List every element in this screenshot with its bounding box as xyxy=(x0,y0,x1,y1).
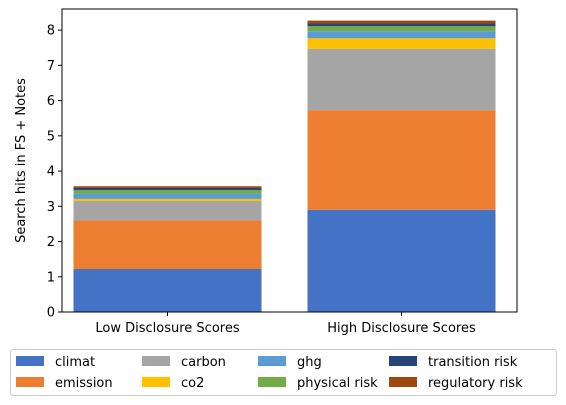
y-tick-label: 8 xyxy=(47,24,55,39)
legend: climat emission carbon co2 ghg physical risk t… xyxy=(11,350,557,396)
legend-label-climat: climat xyxy=(55,355,95,370)
legend-swatch-transition-risk xyxy=(389,356,417,366)
legend-label-emission: emission xyxy=(55,376,113,391)
legend-label-regulatory-risk: regulatory risk xyxy=(428,376,523,391)
bar-emission-1 xyxy=(308,110,496,210)
x-axis: Low Disclosure Scores High Disclosure Sco… xyxy=(95,312,476,336)
x-tick-label: Low Disclosure Scores xyxy=(95,321,239,336)
y-tick-label: 5 xyxy=(47,129,55,144)
bar-ghg-1 xyxy=(308,31,496,38)
y-tick-label: 6 xyxy=(47,94,55,109)
y-tick-label: 0 xyxy=(47,306,55,321)
bar-climat-0 xyxy=(74,269,262,312)
legend-swatch-climat xyxy=(16,356,44,366)
y-tick-label: 7 xyxy=(47,59,55,74)
legend-label-physical-risk: physical risk xyxy=(297,376,378,391)
legend-swatch-ghg xyxy=(258,356,286,366)
bar-transition-risk-0 xyxy=(74,188,262,190)
legend-label-carbon: carbon xyxy=(181,355,226,370)
legend-label-co2: co2 xyxy=(181,376,204,391)
legend-label-ghg: ghg xyxy=(297,355,322,370)
bar-carbon-1 xyxy=(308,49,496,110)
y-tick-label: 4 xyxy=(47,165,55,180)
bar-carbon-0 xyxy=(74,201,262,220)
y-axis: 0 1 2 3 4 5 6 7 8 xyxy=(47,24,62,321)
bar-ghg-0 xyxy=(74,194,262,199)
bar-regulatory-risk-0 xyxy=(74,186,262,188)
bar-physical-risk-1 xyxy=(308,26,496,31)
bars-layer xyxy=(74,21,496,312)
y-tick-label: 2 xyxy=(47,235,55,250)
y-axis-label: Search hits in FS + Notes xyxy=(14,78,29,243)
y-tick-label: 3 xyxy=(47,200,55,215)
y-tick-label: 1 xyxy=(47,270,55,285)
bar-climat-1 xyxy=(308,210,496,312)
legend-swatch-co2 xyxy=(142,377,170,387)
legend-swatch-regulatory-risk xyxy=(389,377,417,387)
legend-swatch-physical-risk xyxy=(258,377,286,387)
legend-swatch-emission xyxy=(16,377,44,387)
legend-swatch-carbon xyxy=(142,356,170,366)
bar-transition-risk-1 xyxy=(308,23,496,26)
legend-label-transition-risk: transition risk xyxy=(428,355,518,370)
bar-emission-0 xyxy=(74,220,262,269)
x-tick-label: High Disclosure Scores xyxy=(327,321,476,336)
bar-regulatory-risk-1 xyxy=(308,21,496,24)
bar-co2-0 xyxy=(74,199,262,201)
bar-physical-risk-0 xyxy=(74,190,262,194)
bar-co2-1 xyxy=(308,38,496,49)
